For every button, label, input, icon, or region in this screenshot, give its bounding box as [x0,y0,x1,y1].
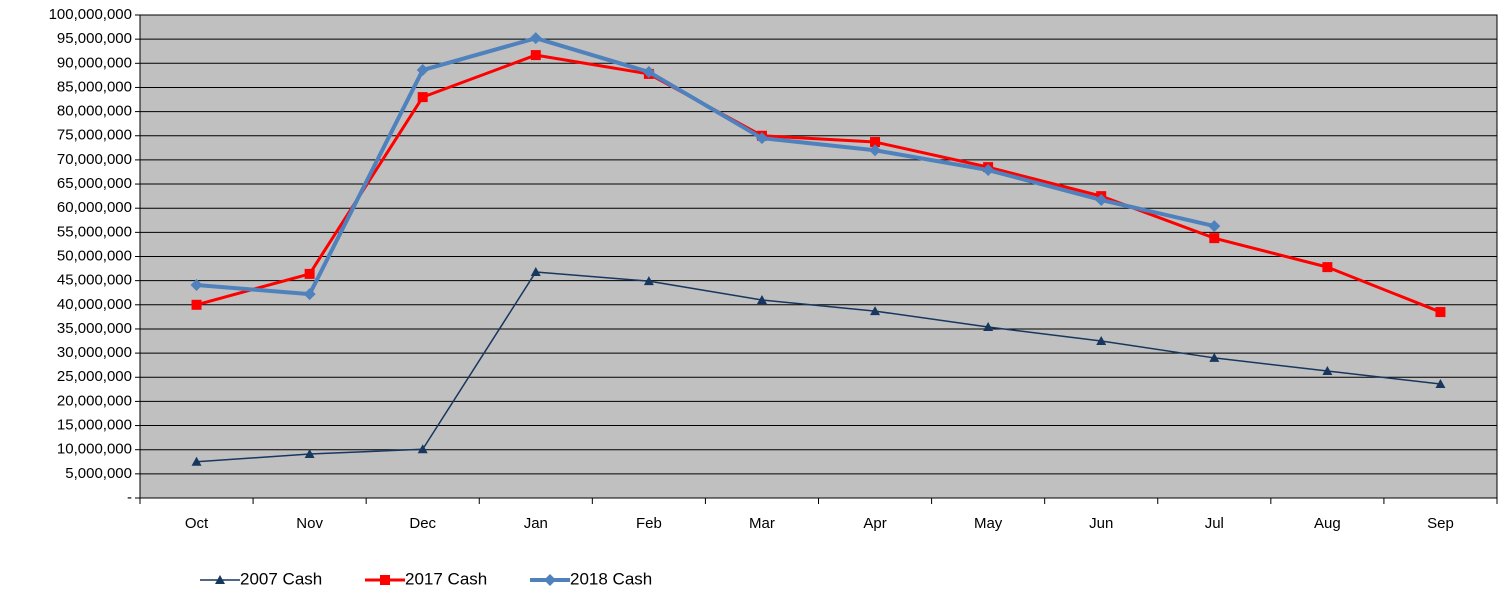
x-tick-label: Feb [636,515,662,532]
marker [191,456,202,466]
y-tick-label: 100,000,000 [49,6,132,23]
series-line [196,271,1441,463]
y-tick-label: 30,000,000 [57,344,132,361]
y-tick-label: 50,000,000 [57,247,132,264]
marker [1209,352,1220,362]
marker [304,449,315,459]
legend-label: 2007 Cash [240,569,322,588]
y-tick-label: 40,000,000 [57,296,132,313]
x-tick-label: May [974,515,1003,532]
marker [417,444,428,454]
marker [642,65,655,78]
y-tick-label: 55,000,000 [57,223,132,240]
marker [983,322,994,332]
x-tick-label: Nov [296,515,323,532]
marker [416,64,429,77]
marker [870,137,881,148]
marker [755,132,768,145]
x-tick-label: Sep [1427,515,1454,532]
y-tick-label: 80,000,000 [57,103,132,120]
marker [417,92,428,103]
y-tick-label: 5,000,000 [65,465,132,482]
y-tick-label: 35,000,000 [57,320,132,337]
marker [215,575,225,584]
marker [1208,220,1221,233]
marker [303,288,316,301]
x-tick-label: Jul [1205,515,1224,532]
legend-label: 2017 Cash [405,569,487,588]
x-tick-label: Mar [749,515,775,532]
y-tick-label: 65,000,000 [57,175,132,192]
y-tick-label: 85,000,000 [57,78,132,95]
marker [1435,379,1446,389]
y-tick-label: 90,000,000 [57,54,132,71]
marker [869,144,882,157]
series-line [196,36,1215,297]
marker [643,276,654,286]
legend-label: 2018 Cash [570,569,652,588]
marker [530,50,541,61]
marker [982,164,995,177]
marker [1095,193,1108,206]
y-tick-label: 15,000,000 [57,417,132,434]
y-tick-label: 45,000,000 [57,272,132,289]
x-tick-label: Jan [524,515,548,532]
y-tick-label: 70,000,000 [57,151,132,168]
marker [1209,233,1220,244]
y-tick-label: 95,000,000 [57,30,132,47]
y-tick-label: 75,000,000 [57,127,132,144]
marker [756,294,767,304]
x-tick-label: Oct [185,515,209,532]
y-tick-label: 10,000,000 [57,441,132,458]
marker [191,299,202,310]
x-tick-label: Aug [1314,515,1341,532]
marker [1322,262,1333,273]
x-tick-label: Apr [863,515,886,532]
marker [190,278,203,291]
y-tick-label: 60,000,000 [57,199,132,216]
y-tick-label: 20,000,000 [57,392,132,409]
marker [544,574,556,586]
marker [1322,365,1333,375]
marker [1435,307,1446,318]
x-tick-label: Dec [409,515,436,532]
marker [530,266,541,276]
y-tick-label: 25,000,000 [57,368,132,385]
marker [380,575,390,585]
marker [304,268,315,279]
x-tick-label: Jun [1089,515,1113,532]
marker [529,32,542,45]
series-line [196,53,1442,314]
y-tick-label: - [127,489,132,506]
marker [1096,336,1107,346]
marker [870,306,881,316]
